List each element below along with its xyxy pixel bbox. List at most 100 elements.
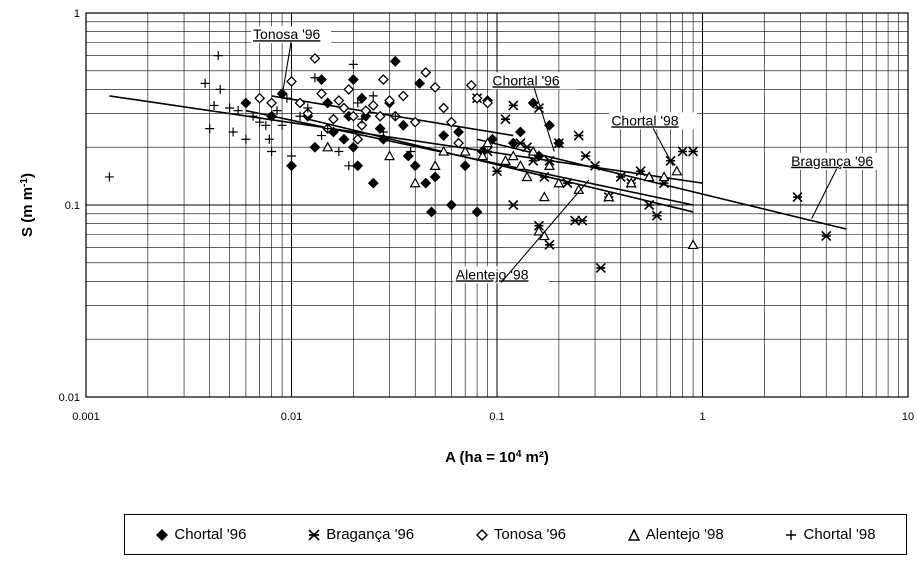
point-bragan-a-96 bbox=[491, 166, 503, 177]
trendline bbox=[307, 118, 694, 213]
y-tick-label: 0.01 bbox=[59, 392, 80, 404]
point-chortal-96 bbox=[471, 206, 483, 218]
legend-label: Alentejo '98 bbox=[645, 526, 724, 543]
chart: 0.001 0.01 0.1 1 10 0.01 0.1 1 Tonosa '96 Chort… bbox=[19, 8, 915, 466]
point-tonosa-96 bbox=[429, 81, 441, 93]
callout-pointer bbox=[652, 128, 674, 167]
point-alentejo-98 bbox=[384, 150, 396, 161]
point-chortal-98 bbox=[255, 117, 265, 127]
y-tick-labels: 0.01 0.1 1 bbox=[59, 8, 80, 404]
point-chortal-96 bbox=[507, 137, 519, 149]
legend-label: Chortal '96 bbox=[174, 526, 247, 543]
legend-label: Tonosa '96 bbox=[493, 526, 567, 543]
point-alentejo-98 bbox=[625, 177, 637, 188]
point-bragan-a-96 bbox=[573, 130, 584, 141]
point-chortal-98 bbox=[323, 124, 333, 134]
x-tick-label: 10 bbox=[902, 411, 914, 423]
point-chortal-98 bbox=[267, 146, 277, 156]
legend-marker-icon bbox=[307, 528, 321, 542]
plot-frame bbox=[85, 12, 909, 398]
point-alentejo-98 bbox=[533, 225, 545, 236]
callouts: Tonosa '96 Chortal '96 Chortal '98 Alentejo… bbox=[251, 26, 885, 284]
legend-label: Chortal '98 bbox=[803, 526, 876, 543]
point-chortal-96 bbox=[487, 133, 498, 145]
point-chortal-98 bbox=[390, 111, 400, 121]
point-chortal-98 bbox=[287, 151, 296, 161]
point-chortal-96 bbox=[286, 160, 297, 172]
point-tonosa-96 bbox=[316, 88, 327, 100]
callout-background bbox=[251, 26, 332, 44]
point-tonosa-96 bbox=[347, 110, 359, 122]
point-alentejo-98 bbox=[482, 137, 494, 148]
callout-label: Alentejo '98 bbox=[456, 266, 529, 282]
point-tonosa-96 bbox=[377, 74, 389, 86]
y-axis-title: S (m m-1) bbox=[19, 173, 37, 237]
point-tonosa-96 bbox=[294, 97, 306, 109]
point-alentejo-98 bbox=[527, 145, 539, 156]
point-alentejo-98 bbox=[603, 191, 615, 202]
point-alentejo-98 bbox=[438, 145, 450, 156]
point-chortal-98 bbox=[339, 134, 349, 144]
point-bragan-a-96 bbox=[577, 215, 588, 226]
point-tonosa-96 bbox=[333, 95, 345, 106]
point-alentejo-98 bbox=[543, 160, 555, 171]
point-chortal-98 bbox=[295, 111, 305, 121]
point-bragan-a-96 bbox=[651, 210, 662, 221]
point-tonosa-96 bbox=[482, 97, 494, 109]
point-alentejo-98 bbox=[671, 165, 683, 176]
point-chortal-96 bbox=[402, 150, 414, 162]
point-chortal-98 bbox=[241, 134, 251, 144]
point-chortal-98 bbox=[303, 103, 313, 113]
point-bragan-a-96 bbox=[595, 262, 606, 274]
legend-marker-icon bbox=[475, 528, 489, 542]
point-tonosa-96 bbox=[384, 95, 395, 106]
point-chortal-98 bbox=[310, 73, 320, 83]
point-alentejo-98 bbox=[499, 155, 512, 165]
point-bragan-a-96 bbox=[635, 166, 646, 177]
point-tonosa-96 bbox=[374, 110, 386, 122]
point-chortal-96 bbox=[322, 97, 334, 109]
point-tonosa-96 bbox=[397, 90, 409, 102]
point-chortal-98 bbox=[205, 124, 215, 134]
trendlines bbox=[109, 95, 847, 230]
point-tonosa-96 bbox=[420, 67, 432, 78]
point-tonosa-96 bbox=[286, 76, 297, 87]
legend-item: Tonosa '96 bbox=[475, 526, 566, 543]
point-alentejo-98 bbox=[553, 177, 565, 188]
point-tonosa-96 bbox=[266, 97, 278, 109]
point-alentejo-98 bbox=[322, 141, 334, 152]
callout-label: Tonosa '96 bbox=[253, 26, 320, 42]
point-bragan-a-96 bbox=[544, 239, 555, 250]
point-tonosa-96 bbox=[356, 119, 368, 131]
callout-label: Bragança '96 bbox=[791, 153, 873, 169]
point-bragan-a-96 bbox=[688, 146, 699, 157]
point-chortal-98 bbox=[368, 91, 378, 101]
y-tick-label: 1 bbox=[74, 8, 80, 20]
point-chortal-98 bbox=[213, 51, 223, 61]
point-chortal-96 bbox=[309, 141, 321, 153]
point-chortal-98 bbox=[378, 127, 388, 137]
point-alentejo-98 bbox=[687, 239, 699, 250]
point-chortal-98 bbox=[248, 111, 258, 121]
point-chortal-96 bbox=[459, 160, 471, 172]
point-alentejo-98 bbox=[429, 160, 441, 171]
point-alentejo-98 bbox=[409, 177, 421, 188]
point-bragan-a-96 bbox=[644, 199, 655, 211]
point-chortal-96 bbox=[389, 55, 401, 67]
callout-background bbox=[609, 112, 697, 130]
legend-marker-icon bbox=[627, 527, 641, 542]
callout-pointer bbox=[811, 168, 838, 219]
point-chortal-96 bbox=[240, 97, 252, 109]
point-chortal-98 bbox=[261, 120, 271, 130]
callout-background bbox=[789, 152, 885, 170]
point-bragan-a-96 bbox=[553, 138, 564, 149]
point-alentejo-98 bbox=[507, 150, 519, 161]
point-tonosa-96 bbox=[328, 113, 339, 125]
point-tonosa-96 bbox=[453, 137, 464, 149]
point-chortal-96 bbox=[367, 177, 379, 189]
point-chortal-96 bbox=[514, 126, 526, 138]
point-chortal-98 bbox=[228, 127, 238, 137]
point-chortal-96 bbox=[352, 160, 364, 172]
point-alentejo-98 bbox=[658, 171, 670, 182]
point-chortal-96 bbox=[347, 141, 359, 153]
